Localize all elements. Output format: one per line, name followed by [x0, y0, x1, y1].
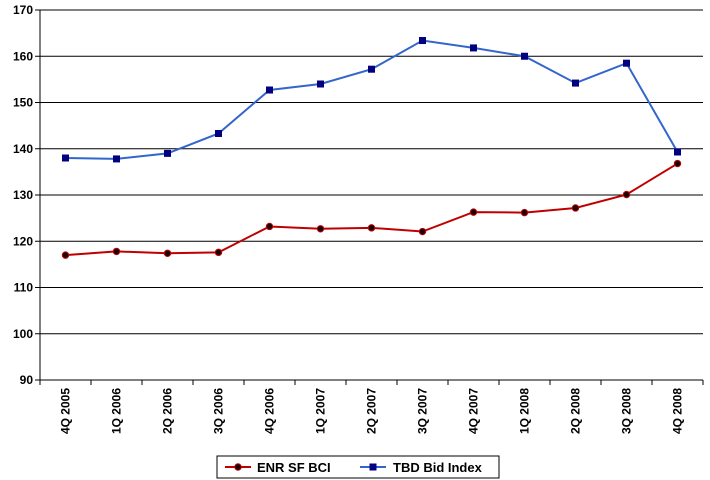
legend-entry: TBD Bid Index: [360, 460, 483, 475]
x-tick-label: 4Q 2006: [263, 388, 277, 434]
data-point: [316, 225, 325, 233]
legend-entry: ENR SF BCI: [225, 460, 331, 475]
x-tick-label: 4Q 2008: [671, 388, 685, 434]
data-point: [164, 149, 171, 157]
x-axis-tick-labels: 4Q 2005 1Q 2006 2Q 2006 3Q 2006 4Q 2006 1Q 20…: [59, 388, 685, 434]
series-tbd-bid-index: [62, 37, 681, 163]
data-point: [418, 227, 427, 236]
data-point: [113, 155, 120, 163]
data-point: [266, 86, 273, 94]
x-tick-label: 4Q 2005: [59, 388, 73, 434]
x-tick-label: 2Q 2006: [161, 388, 175, 434]
data-point: [469, 208, 478, 216]
x-tick-label: 1Q 2008: [518, 388, 532, 434]
data-point: [470, 44, 477, 52]
y-tick-label: 110: [14, 281, 34, 295]
data-point: [673, 159, 682, 168]
y-tick-label: 120: [13, 234, 33, 248]
y-axis-tick-labels: 90 100 110 120 130 140 150 160 170: [13, 3, 33, 387]
data-point: [61, 251, 70, 259]
data-point: [215, 129, 222, 137]
data-point: [521, 52, 528, 60]
data-point: [419, 37, 426, 45]
series-enr-sf-bci: [61, 159, 682, 259]
y-tick-label: 140: [13, 142, 33, 156]
x-tick-label: 1Q 2006: [110, 388, 124, 434]
x-tick-label: 4Q 2007: [467, 388, 481, 434]
data-point: [368, 65, 375, 73]
data-point: [214, 248, 223, 257]
axes: [35, 9, 704, 385]
x-tick-label: 1Q 2007: [314, 388, 328, 434]
y-tick-label: 170: [13, 3, 33, 17]
y-tick-label: 90: [20, 373, 34, 387]
data-point: [62, 154, 69, 162]
data-point: [571, 204, 580, 212]
data-point: [623, 59, 630, 67]
x-tick-label: 3Q 2007: [416, 388, 430, 434]
legend: ENR SF BCI TBD Bid Index: [216, 455, 500, 479]
grid-lines: [40, 9, 703, 335]
series-lines: [61, 37, 682, 259]
data-point: [367, 224, 376, 232]
y-tick-label: 150: [13, 96, 33, 110]
x-tick-label: 2Q 2007: [365, 388, 379, 434]
data-point: [112, 247, 121, 256]
data-point: [520, 208, 529, 217]
series-line: [65, 39, 679, 160]
data-point: [163, 249, 172, 257]
x-tick-label: 3Q 2006: [212, 388, 226, 434]
data-point: [674, 148, 681, 156]
legend-swatch-marker: [234, 463, 242, 471]
legend-swatch-marker: [369, 463, 377, 471]
legend-box: [216, 455, 500, 479]
legend-label: TBD Bid Index: [393, 460, 483, 475]
x-tick-label: 3Q 2008: [620, 388, 634, 434]
y-tick-label: 130: [13, 188, 33, 202]
data-point: [572, 79, 579, 87]
data-point: [317, 80, 324, 88]
data-point: [622, 190, 631, 199]
data-point: [265, 222, 274, 231]
y-tick-label: 100: [13, 327, 33, 341]
legend-label: ENR SF BCI: [257, 460, 331, 475]
y-tick-label: 160: [13, 49, 33, 63]
x-tick-label: 2Q 2008: [569, 388, 583, 434]
